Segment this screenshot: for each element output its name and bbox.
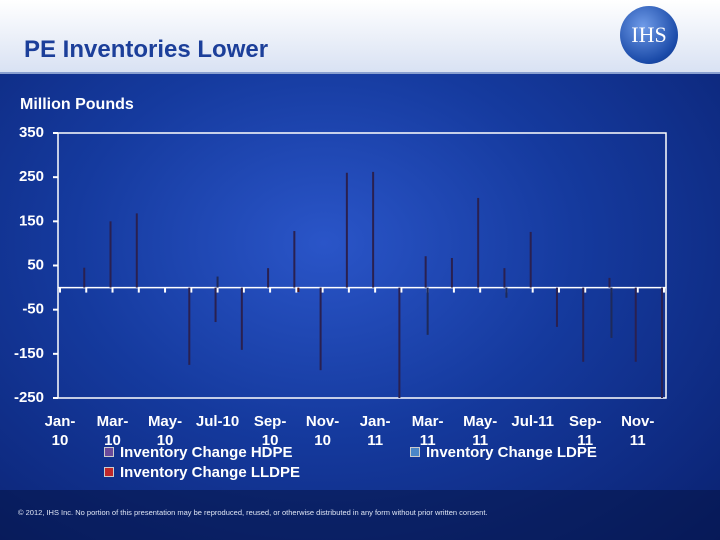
footer-text: © 2012, IHS Inc. No portion of this pres… (18, 508, 488, 517)
x-tick-label: Mar-10 (96, 413, 129, 449)
bar (582, 287, 585, 362)
bar (477, 197, 480, 288)
legend-entry: Inventory Change LDPE (410, 444, 597, 461)
bar (505, 287, 508, 298)
bar (267, 268, 270, 288)
y-tick-label: 150 (19, 212, 44, 229)
bar (503, 268, 506, 288)
bar (214, 287, 217, 323)
x-tick-label: Jan-11 (359, 413, 391, 449)
y-axis-label: Million Pounds (20, 96, 134, 113)
bar (529, 231, 532, 288)
bar (297, 287, 300, 292)
bar (610, 287, 613, 338)
footer-bar (0, 490, 720, 540)
logo: IHS (620, 6, 678, 64)
y-tick-label: 50 (27, 256, 44, 273)
bar (555, 287, 558, 327)
bar (398, 287, 401, 398)
bar (293, 231, 296, 288)
x-tick-label: Sep-11 (568, 413, 602, 449)
legend-label: Inventory Change LDPE (426, 444, 597, 461)
bar (216, 276, 219, 288)
legend-swatch (104, 467, 114, 477)
bar (372, 171, 375, 288)
x-tick-label: Nov-11 (621, 413, 655, 449)
x-tick-label: Nov-10 (305, 413, 340, 449)
bar (661, 287, 663, 398)
bar (426, 287, 429, 335)
bar (319, 287, 322, 371)
x-tick-label: Sep-10 (253, 413, 287, 449)
legend-entry: Inventory Change LLDPE (104, 464, 300, 481)
y-tick-label: -250 (14, 389, 44, 406)
bar (188, 287, 191, 365)
legend-swatch (104, 447, 114, 457)
bar (608, 277, 611, 288)
bar (240, 287, 243, 350)
bar (634, 287, 637, 362)
y-tick-label: -150 (14, 345, 44, 362)
legend-label: Inventory Change HDPE (120, 444, 293, 461)
bar (135, 213, 138, 288)
plot-area (57, 132, 667, 399)
x-tick-label: May-10 (147, 413, 183, 449)
y-tick-label: 250 (19, 168, 44, 185)
x-tick-label: May-11 (463, 413, 498, 449)
y-tick-label: -50 (22, 301, 44, 318)
y-tick-label: 350 (19, 124, 44, 141)
x-tick-label: Jul-10 (195, 413, 240, 430)
legend-entry: Inventory Change HDPE (104, 444, 293, 461)
title-bar (0, 0, 720, 74)
slide-title: PE Inventories Lower (24, 36, 269, 63)
bar (424, 256, 427, 288)
legend-label: Inventory Change LLDPE (120, 464, 301, 481)
bar (450, 257, 453, 288)
x-tick-label: Mar-11 (411, 413, 444, 449)
bar (83, 267, 86, 288)
bar (109, 221, 112, 288)
x-tick-label: Jan-10 (44, 413, 76, 449)
bar (345, 172, 348, 288)
legend-swatch (410, 447, 420, 457)
x-tick-label: Jul-11 (511, 413, 554, 430)
